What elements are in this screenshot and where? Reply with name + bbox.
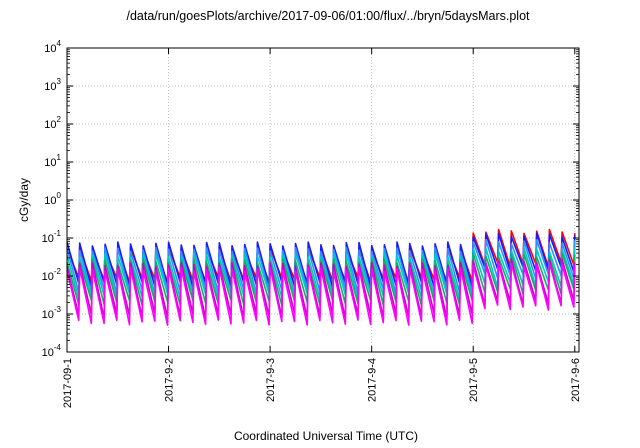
y-tick-base: 10 — [44, 195, 56, 207]
y-tick-base: 10 — [44, 81, 56, 93]
y-tick-exp: -1 — [54, 229, 62, 238]
y-tick-base: 10 — [44, 43, 56, 55]
y-tick-base: 10 — [42, 347, 54, 359]
x-ticks: 2017-09-1 2017-9-2 2017-9-3 2017-9-4 2017-9-… — [62, 48, 582, 408]
y-tick-exp: 4 — [57, 39, 62, 48]
y-tick-base: 10 — [42, 233, 54, 245]
y-tick-exp: 2 — [57, 115, 62, 124]
y-tick-base: 10 — [44, 157, 56, 169]
y-tick-exp: -4 — [54, 343, 62, 352]
y-tick-label: 10-3 — [42, 305, 62, 321]
grid — [67, 48, 579, 352]
y-tick-label: 101 — [44, 153, 61, 169]
y-axis-label: cGy/day — [17, 178, 31, 222]
x-tick-label: 2017-9-4 — [367, 358, 379, 402]
plot-lines — [66, 228, 576, 326]
x-tick-label: 2017-9-5 — [468, 358, 480, 402]
y-tick-label: 10-2 — [42, 267, 62, 283]
y-tick-label: 103 — [44, 77, 61, 93]
y-tick-exp: -2 — [54, 267, 62, 276]
x-tick-label: 2017-9-6 — [570, 358, 582, 402]
y-tick-label: 104 — [44, 39, 61, 55]
y-tick-exp: 1 — [57, 153, 62, 162]
y-tick-exp: -3 — [54, 305, 62, 314]
x-tick-label: 2017-9-2 — [164, 358, 176, 402]
chart-title: /data/run/goesPlots/archive/2017-09-06/0… — [126, 9, 530, 23]
x-tick-label: 2017-09-1 — [62, 358, 74, 408]
y-tick-label: 102 — [44, 115, 61, 131]
y-tick-base: 10 — [42, 271, 54, 283]
y-tick-exp: 3 — [57, 77, 62, 86]
y-tick-label: 100 — [44, 191, 61, 207]
x-axis-label: Coordinated Universal Time (UTC) — [234, 429, 418, 443]
y-tick-exp: 0 — [57, 191, 62, 200]
y-tick-label: 10-1 — [42, 229, 62, 245]
x-tick-label: 2017-9-3 — [265, 358, 277, 402]
y-tick-base: 10 — [42, 309, 54, 321]
y-tick-base: 10 — [44, 119, 56, 131]
y-tick-label: 10-4 — [42, 343, 62, 359]
series-line — [66, 261, 576, 326]
